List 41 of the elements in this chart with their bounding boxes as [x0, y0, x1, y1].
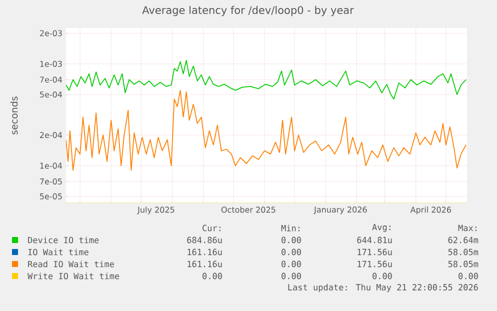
- y-tick-label: 5e-04: [40, 91, 62, 98]
- text: 161.16u: [188, 248, 222, 256]
- text: 58.05m: [448, 248, 478, 256]
- x-tick-label: October 2025: [221, 206, 276, 213]
- y-tick-label: 2e-04: [40, 132, 62, 138]
- text: 684.86u: [187, 236, 222, 244]
- text: 644.81u: [357, 236, 392, 244]
- line-series: [66, 90, 466, 171]
- text: 0.00: [282, 272, 301, 280]
- text: 0.00: [282, 236, 301, 244]
- text: 0.00: [458, 272, 478, 280]
- x-tick-label: January 2026: [314, 206, 367, 214]
- text: 62.64m: [448, 236, 478, 244]
- text: 0.00: [282, 248, 301, 256]
- y-tick-label: 1e-03: [40, 60, 62, 67]
- line-series: [66, 60, 466, 100]
- text: Max:: [458, 224, 476, 232]
- text: 0.00: [202, 272, 222, 280]
- x-tick-label: July 2025: [137, 206, 174, 214]
- text: 0.00: [282, 260, 301, 268]
- text: Min:: [281, 224, 300, 232]
- legend-label: Device IO time: [28, 236, 99, 244]
- text: Cur:: [202, 224, 220, 232]
- y-tick-label: 5e-05: [40, 193, 62, 200]
- text: 0.00: [372, 272, 392, 280]
- text: 161.16u: [188, 260, 222, 268]
- legend-label: Read IO Wait time: [28, 260, 114, 268]
- y-tick-label: 1e-04: [40, 162, 62, 169]
- y-tick-label: 7e-05: [40, 178, 62, 184]
- y-axis-title: seconds: [10, 96, 18, 134]
- text: Last update: Thu May 21 22:00:55 2026: [288, 284, 478, 292]
- legend-label: IO Wait time: [28, 248, 88, 256]
- legend-label: Write IO Wait time: [28, 272, 120, 280]
- y-tick-label: 2e-03: [40, 30, 62, 36]
- text: 171.56u: [358, 248, 392, 256]
- text: 171.56u: [358, 260, 392, 268]
- y-tick-label: 7e-04: [40, 76, 62, 83]
- text: 58.05m: [448, 260, 478, 268]
- chart-title: Average latency for /dev/loop0 - by year: [142, 6, 354, 16]
- x-tick-label: April 2026: [410, 206, 452, 214]
- text: Avg:: [372, 224, 390, 232]
